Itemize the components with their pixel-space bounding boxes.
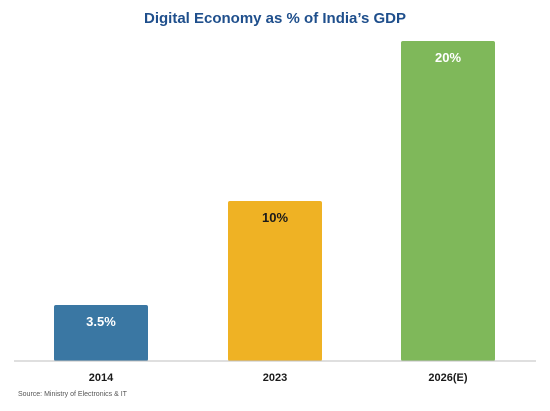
- data-label-2023: 10%: [262, 210, 288, 225]
- x-tick-labels-group: 2014 2023 2026(E): [89, 372, 468, 384]
- bar-2026(E): [401, 41, 495, 361]
- source-note: Source: Ministry of Electronics & IT: [18, 391, 127, 398]
- x-tick-label-2026(E): 2026(E): [428, 372, 467, 384]
- bar-2023: [228, 201, 322, 361]
- chart-title: Digital Economy as % of India’s GDP: [144, 10, 406, 27]
- x-tick-label-2023: 2023: [263, 372, 287, 384]
- bar-2014: [54, 305, 148, 361]
- data-label-2026(E): 20%: [435, 50, 461, 65]
- x-tick-label-2014: 2014: [89, 372, 114, 384]
- bars-group: 3.5% 10% 20%: [54, 41, 495, 361]
- data-label-2014: 3.5%: [86, 314, 116, 329]
